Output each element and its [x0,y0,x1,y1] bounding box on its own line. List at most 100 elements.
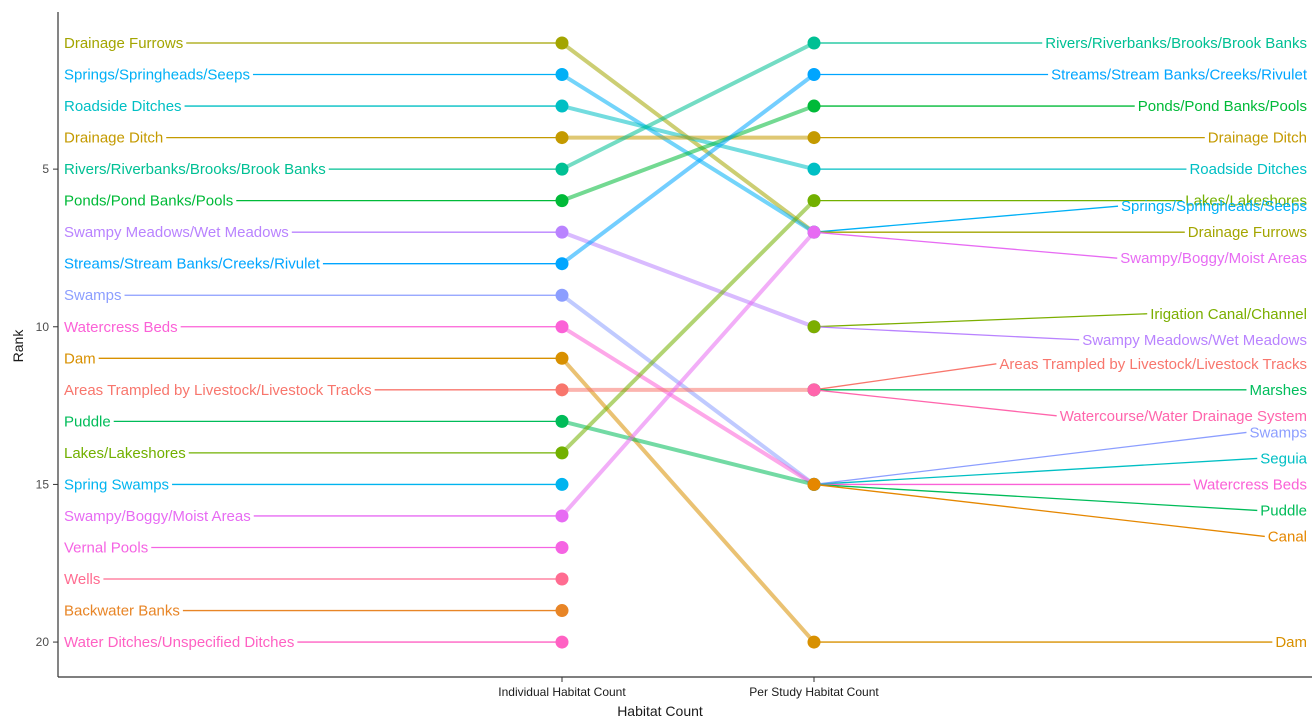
point-individual-wells [555,572,569,586]
point-per-study-drainage-ditch [807,131,821,145]
right-label-watercourse-water-drainage-system: Watercourse/Water Drainage System [1060,408,1307,425]
left-label-streams-stream-banks-creeks-rivulet: Streams/Stream Banks/Creeks/Rivulet [64,256,321,273]
right-connector-swampy-meadows-wet-meadows [813,326,1080,341]
left-label-lakes-lakeshores: Lakes/Lakeshores [64,445,186,462]
point-per-study-rivers-riverbanks-brooks-brook-banks [807,36,821,50]
right-connector-puddle [813,483,1258,512]
point-individual-swamps [555,288,569,302]
x-axis-ticks: Individual Habitat Count Per Study Habita… [498,677,879,699]
right-label-marshes: Marshes [1249,382,1307,399]
left-label-swampy-boggy-moist-areas: Swampy/Boggy/Moist Areas [64,508,251,525]
point-per-study-streams-stream-banks-creeks-rivulet [807,68,821,82]
left-label-drainage-furrows: Drainage Furrows [64,35,183,52]
right-label-swamps: Swamps [1249,424,1307,441]
left-label-swamps: Swamps [64,287,122,304]
point-individual-swampy-boggy-moist-areas [555,509,569,523]
point-individual-roadside-ditches [555,99,569,113]
right-label-drainage-ditch: Drainage Ditch [1208,130,1307,147]
point-individual-springs-springheads-seeps [555,68,569,82]
left-label-rivers-riverbanks-brooks-brook-banks: Rivers/Riverbanks/Brooks/Brook Banks [64,161,326,178]
right-label-watercress-beds: Watercress Beds [1193,476,1307,493]
point-individual-rivers-riverbanks-brooks-brook-banks [555,162,569,176]
right-label-rivers-riverbanks-brooks-brook-banks: Rivers/Riverbanks/Brooks/Brook Banks [1045,35,1307,52]
y-tick-label-20: 20 [36,635,50,649]
point-individual-vernal-pools [555,540,569,554]
y-tick-label-10: 10 [36,320,50,334]
right-connector-areas-trampled-by-livestock-livestock-tracks [813,363,997,391]
right-connector-swampy-boggy-moist-areas [813,231,1118,259]
right-label-streams-stream-banks-creeks-rivulet: Streams/Stream Banks/Creeks/Rivulet [1051,67,1308,84]
right-connector-swamps [813,431,1247,486]
right-label-lakes-lakeshores: Lakes/Lakeshores [1185,193,1307,210]
right-label-canal: Canal [1268,528,1307,545]
left-label-swampy-meadows-wet-meadows: Swampy Meadows/Wet Meadows [64,224,289,241]
point-per-study-roadside-ditches [807,162,821,176]
left-label-spring-swamps: Spring Swamps [64,476,169,493]
right-connector-canal [813,483,1265,538]
right-label-irigation-canal-channel: Irigation Canal/Channel [1150,306,1307,323]
right-label-puddle: Puddle [1260,502,1307,519]
rank-line-swampy-meadows-wet-meadows [560,230,816,329]
right-label-swampy-boggy-moist-areas: Swampy/Boggy/Moist Areas [1120,250,1307,267]
right-label-areas-trampled-by-livestock-livestock-tracks: Areas Trampled by Livestock/Livestock Tr… [999,356,1307,373]
left-label-springs-springheads-seeps: Springs/Springheads/Seeps [64,67,250,84]
left-label-drainage-ditch: Drainage Ditch [64,130,163,147]
point-individual-dam [555,351,569,365]
y-tick-label-5: 5 [42,162,49,176]
right-label-seguia: Seguia [1260,450,1307,467]
point-individual-areas-trampled-by-livestock-livestock-tracks [555,383,569,397]
x-axis-title: Habitat Count [617,703,703,719]
point-individual-ponds-pond-banks-pools [555,194,569,208]
point-individual-backwater-banks [555,604,569,618]
rank-line-streams-stream-banks-creeks-rivulet [560,72,816,266]
point-per-study-canal [807,477,821,491]
point-per-study-watercourse-water-drainage-system [807,383,821,397]
right-connector-seguia [813,457,1258,486]
y-axis-title: Rank [10,329,26,363]
left-label-areas-trampled-by-livestock-livestock-tracks: Areas Trampled by Livestock/Livestock Tr… [64,382,372,399]
x-tick-label-per-study-habitat-count: Per Study Habitat Count [749,685,879,699]
y-axis-ticks: 5 10 15 20 [36,162,58,649]
point-per-study-ponds-pond-banks-pools [807,99,821,113]
point-per-study-lakes-lakeshores [807,194,821,208]
rank-line-dam [560,356,816,645]
right-label-swampy-meadows-wet-meadows: Swampy Meadows/Wet Meadows [1082,332,1307,349]
point-individual-lakes-lakeshores [555,446,569,460]
left-labels-layer: Drainage Furrows Springs/Springheads/Seep… [64,35,372,651]
point-individual-drainage-ditch [555,131,569,145]
left-label-water-ditches-unspecified-ditches: Water Ditches/Unspecified Ditches [64,634,294,651]
rank-line-rivers-riverbanks-brooks-brook-banks [560,41,816,172]
data-points-layer [555,36,821,649]
rank-lines-layer [560,41,816,645]
right-connector-springs-springheads-seeps [813,205,1119,233]
point-individual-swampy-meadows-wet-meadows [555,225,569,239]
left-label-dam: Dam [64,350,96,367]
right-connector-irigation-canal-channel [813,313,1148,328]
right-label-ponds-pond-banks-pools: Ponds/Pond Banks/Pools [1138,98,1307,115]
left-label-watercress-beds: Watercress Beds [64,319,178,336]
point-individual-water-ditches-unspecified-ditches [555,635,569,649]
rank-line-ponds-pond-banks-pools [560,104,816,203]
rank-line-lakes-lakeshores [560,198,816,455]
rank-line-swampy-boggy-moist-areas [560,230,816,518]
point-per-study-swampy-boggy-moist-areas [807,225,821,239]
point-individual-drainage-furrows [555,36,569,50]
point-individual-streams-stream-banks-creeks-rivulet [555,257,569,271]
point-individual-puddle [555,414,569,428]
rank-line-puddle [560,419,816,487]
right-labels-layer: Rivers/Riverbanks/Brooks/Brook Banks Stre… [999,35,1307,651]
left-label-backwater-banks: Backwater Banks [64,603,180,620]
left-label-vernal-pools: Vernal Pools [64,539,148,556]
connector-lines-layer [98,42,1273,643]
point-per-study-dam [807,635,821,649]
point-individual-watercress-beds [555,320,569,334]
point-individual-spring-swamps [555,477,569,491]
left-label-ponds-pond-banks-pools: Ponds/Pond Banks/Pools [64,193,233,210]
y-tick-label-15: 15 [36,477,50,491]
left-label-roadside-ditches: Roadside Ditches [64,98,182,115]
right-label-drainage-furrows: Drainage Furrows [1188,224,1307,241]
x-tick-label-individual-habitat-count: Individual Habitat Count [498,685,626,699]
right-connector-watercourse-water-drainage-system [813,389,1057,417]
right-label-springs-springheads-seeps: Springs/Springheads/Seeps [1121,198,1307,215]
